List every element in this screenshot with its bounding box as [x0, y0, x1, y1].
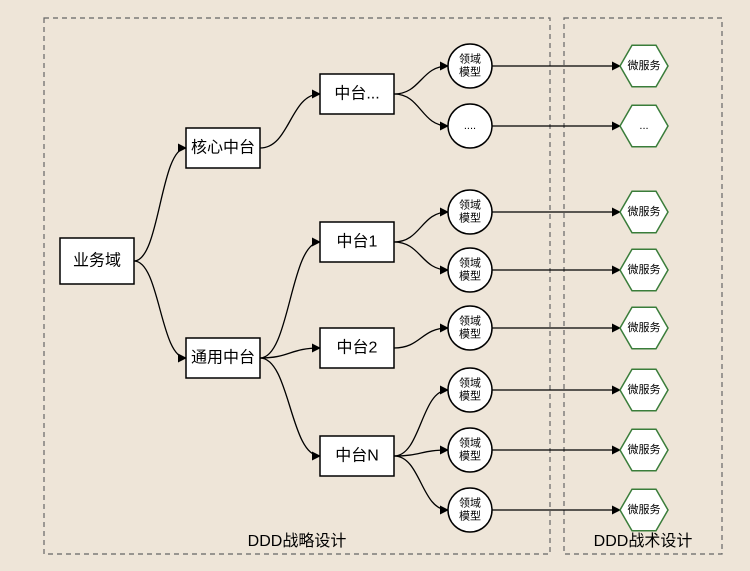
hex-h1a-label: 微服务: [628, 204, 661, 218]
circle-cNb-label: 模型: [459, 448, 481, 462]
hex-h2a-label: 微服务: [628, 320, 661, 334]
rect-mt2-label: 中台2: [337, 339, 378, 357]
rect-mtDots-label: 中台...: [334, 85, 379, 103]
circle-c0b-label: ....: [464, 120, 476, 132]
hex-h0b-label: ...: [639, 120, 648, 132]
circle-c0a-label: 领域: [459, 53, 481, 66]
rect-mt1-label: 中台1: [337, 233, 378, 251]
circle-c1a-label: 模型: [459, 210, 481, 224]
strategic-panel-label: DDD战略设计: [248, 532, 347, 550]
rect-mtN-label: 中台N: [335, 447, 379, 465]
hex-h1b-label: 微服务: [628, 262, 661, 276]
circle-c1b-label: 模型: [459, 268, 481, 282]
circle-c2a-label: 领域: [459, 315, 481, 328]
circle-cNb-label: 领域: [459, 437, 481, 450]
circle-cNc-label: 领域: [459, 497, 481, 510]
rect-core-label: 核心中台: [191, 139, 255, 157]
hex-h0a-label: 微服务: [628, 58, 661, 72]
tactical-panel-label: DDD战术设计: [594, 532, 693, 550]
hex-hNa-label: 微服务: [628, 382, 661, 396]
circle-c1b-label: 领域: [459, 257, 481, 270]
circle-c1a-label: 领域: [459, 199, 481, 212]
circle-cNa-label: 模型: [459, 388, 481, 402]
hex-hNb-label: 微服务: [628, 442, 661, 456]
circle-cNc-label: 模型: [459, 508, 481, 522]
circle-c0a-label: 模型: [459, 64, 481, 78]
hex-hNc-label: 微服务: [628, 502, 661, 516]
diagram-canvas: DDD战略设计 DDD战术设计 业务域 核心中台通用中台 中台... 中台1 中台2 中台N 领…: [0, 0, 750, 571]
rect-biz-label: 业务域: [73, 252, 121, 270]
circle-c2a-label: 模型: [459, 326, 481, 340]
circle-cNa-label: 领域: [459, 377, 481, 390]
rect-gen-label: 通用中台: [191, 349, 255, 367]
